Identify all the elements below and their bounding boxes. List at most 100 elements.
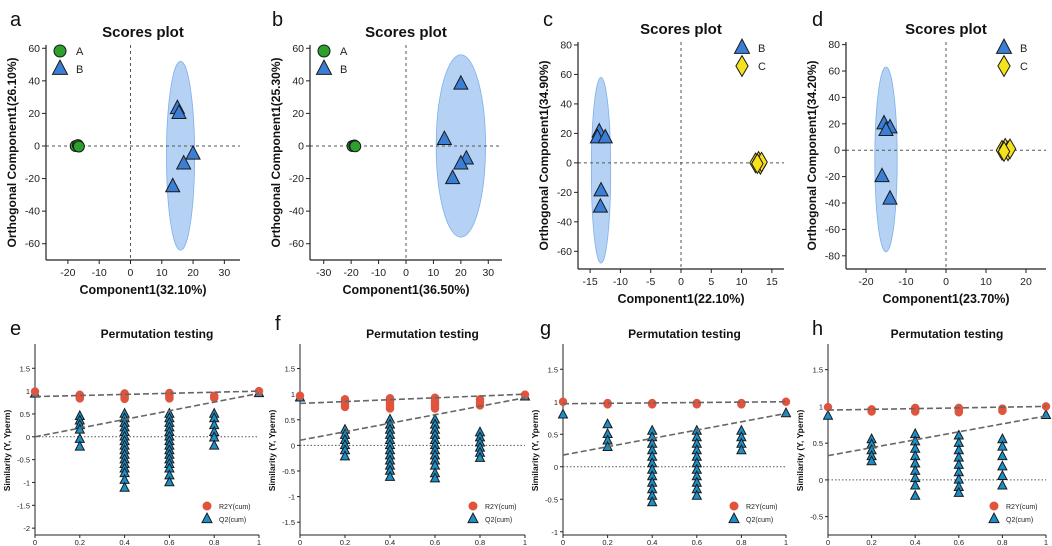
- q2-point: [866, 455, 877, 466]
- y-tick-label: -2: [23, 524, 30, 533]
- y-axis-label: Similarity (Y, Yperm): [530, 410, 540, 492]
- legend-marker-r2: [989, 501, 999, 511]
- q2-regression-line: [827, 415, 1047, 457]
- permutation-plot-g: g Permutation testing 0 0.2 0.4 0.6 0.8 1 1.5 1 0.…: [530, 318, 792, 546]
- x-tick-label: 0: [943, 276, 949, 288]
- y-tick-label: -40: [25, 206, 40, 218]
- legend-marker-C: [997, 54, 1011, 78]
- point-B: [185, 144, 201, 160]
- legend-label: B: [76, 64, 83, 76]
- y-tick-label: -40: [289, 206, 304, 218]
- q2-point: [602, 418, 613, 429]
- q2-point: [164, 476, 175, 487]
- point-B: [593, 181, 609, 197]
- r2-regression-line: [827, 405, 1047, 411]
- y-tick-label: 1.5: [20, 364, 30, 373]
- legend-label-r2: R2Y(cum): [746, 504, 778, 511]
- legend-marker-B: [51, 59, 69, 75]
- confidence-ellipse: [874, 66, 898, 253]
- panel-letter-a: a: [10, 9, 22, 31]
- x-tick-label: -10: [898, 276, 913, 288]
- x-axis-label: Component1(22.10%): [617, 292, 744, 306]
- r2-point: [647, 400, 657, 409]
- y-axis-label: Similarity (Y, Yperm): [2, 410, 12, 492]
- legend-marker-B: [315, 59, 333, 75]
- x-tick-label: 0.8: [475, 538, 485, 546]
- legend-label: B: [1020, 43, 1027, 55]
- legend-marker-r2: [202, 501, 212, 511]
- r2-point: [385, 404, 395, 413]
- x-tick-label: 0.6: [430, 538, 440, 546]
- y-tick-label: 40: [292, 75, 304, 87]
- x-tick-label: 10: [980, 276, 992, 288]
- x-tick-label: 0.2: [866, 538, 876, 546]
- panel-letter-h: h: [812, 318, 823, 340]
- q2-point: [429, 472, 441, 483]
- legend-marker-q2: [728, 511, 740, 524]
- x-tick-label: -30: [316, 267, 331, 279]
- y-tick-label: 40: [828, 92, 840, 104]
- x-tick-label: -5: [646, 276, 655, 288]
- legend-marker-r2: [729, 501, 739, 511]
- x-tick-label: -20: [858, 276, 873, 288]
- r2-point: [30, 387, 40, 396]
- legend-label-r2: R2Y(cum): [1006, 504, 1038, 511]
- panel-letter-b: b: [272, 9, 283, 31]
- y-tick-label: 1.5: [813, 366, 823, 375]
- scores-plot-a: a Scores plot -20 -10 0 10 20 30 -60 -40 -20 0 20 40 6…: [5, 9, 240, 297]
- y-tick-label: 60: [292, 43, 304, 55]
- legend-marker-B: [733, 38, 751, 54]
- r2-point: [998, 406, 1007, 416]
- scores-plot-b: b Scores plot -30 -20 -10 0 10 20 30 -60 -40 -20 0 20…: [269, 9, 502, 297]
- q2-point: [646, 496, 658, 507]
- y-tick-label: 1.5: [548, 365, 558, 374]
- x-tick-label: -20: [344, 267, 359, 279]
- y-tick-label: 1: [554, 398, 558, 407]
- legend-marker-A: [53, 44, 67, 58]
- x-tick-label: 0.2: [602, 538, 612, 546]
- q2-point: [474, 451, 486, 462]
- q2-point: [736, 444, 747, 455]
- point-B: [882, 189, 898, 205]
- chart-title: Permutation testing: [628, 327, 741, 341]
- y-axis-label: Orthogonal Component1(34.90%): [537, 60, 551, 250]
- q2-point: [780, 407, 792, 418]
- x-tick-label: 30: [219, 267, 231, 279]
- y-tick-label: 60: [828, 66, 840, 78]
- y-tick-label: 0.5: [548, 430, 558, 439]
- point-B: [878, 121, 894, 136]
- panel-letter-e: e: [10, 318, 21, 340]
- x-tick-label: -20: [60, 267, 75, 279]
- y-tick-label: -60: [825, 224, 840, 236]
- r2-point: [165, 394, 174, 403]
- y-tick-label: 0: [34, 140, 40, 152]
- q2-regression-line: [299, 396, 526, 442]
- y-tick-label: 40: [560, 98, 572, 110]
- y-tick-label: -40: [557, 216, 572, 228]
- x-axis-label: Component1(36.50%): [342, 283, 469, 297]
- point-B: [171, 104, 187, 119]
- q2-point: [822, 409, 834, 420]
- x-tick-label: 5: [708, 276, 714, 288]
- x-tick-label: 20: [1020, 276, 1032, 288]
- r2-point: [340, 402, 350, 412]
- x-tick-label: 0.2: [75, 538, 85, 546]
- y-tick-label: 40: [28, 75, 40, 87]
- legend-marker-B: [995, 38, 1013, 54]
- x-tick-label: 0.8: [997, 538, 1007, 546]
- point-B: [453, 74, 469, 90]
- x-tick-label: 10: [428, 267, 440, 279]
- r2-point: [558, 397, 568, 406]
- legend-label-q2: Q2(cum): [1006, 517, 1033, 524]
- chart-title: Scores plot: [365, 24, 447, 41]
- y-tick-label: 0: [819, 476, 823, 485]
- legend-label: A: [340, 46, 348, 58]
- y-tick-label: -0.5: [282, 467, 295, 476]
- point-B: [597, 128, 614, 144]
- legend-marker-C: [735, 54, 749, 78]
- point-B: [436, 130, 453, 146]
- legend-label: A: [76, 46, 84, 58]
- q2-point: [119, 481, 130, 492]
- x-tick-label: 1: [257, 538, 261, 546]
